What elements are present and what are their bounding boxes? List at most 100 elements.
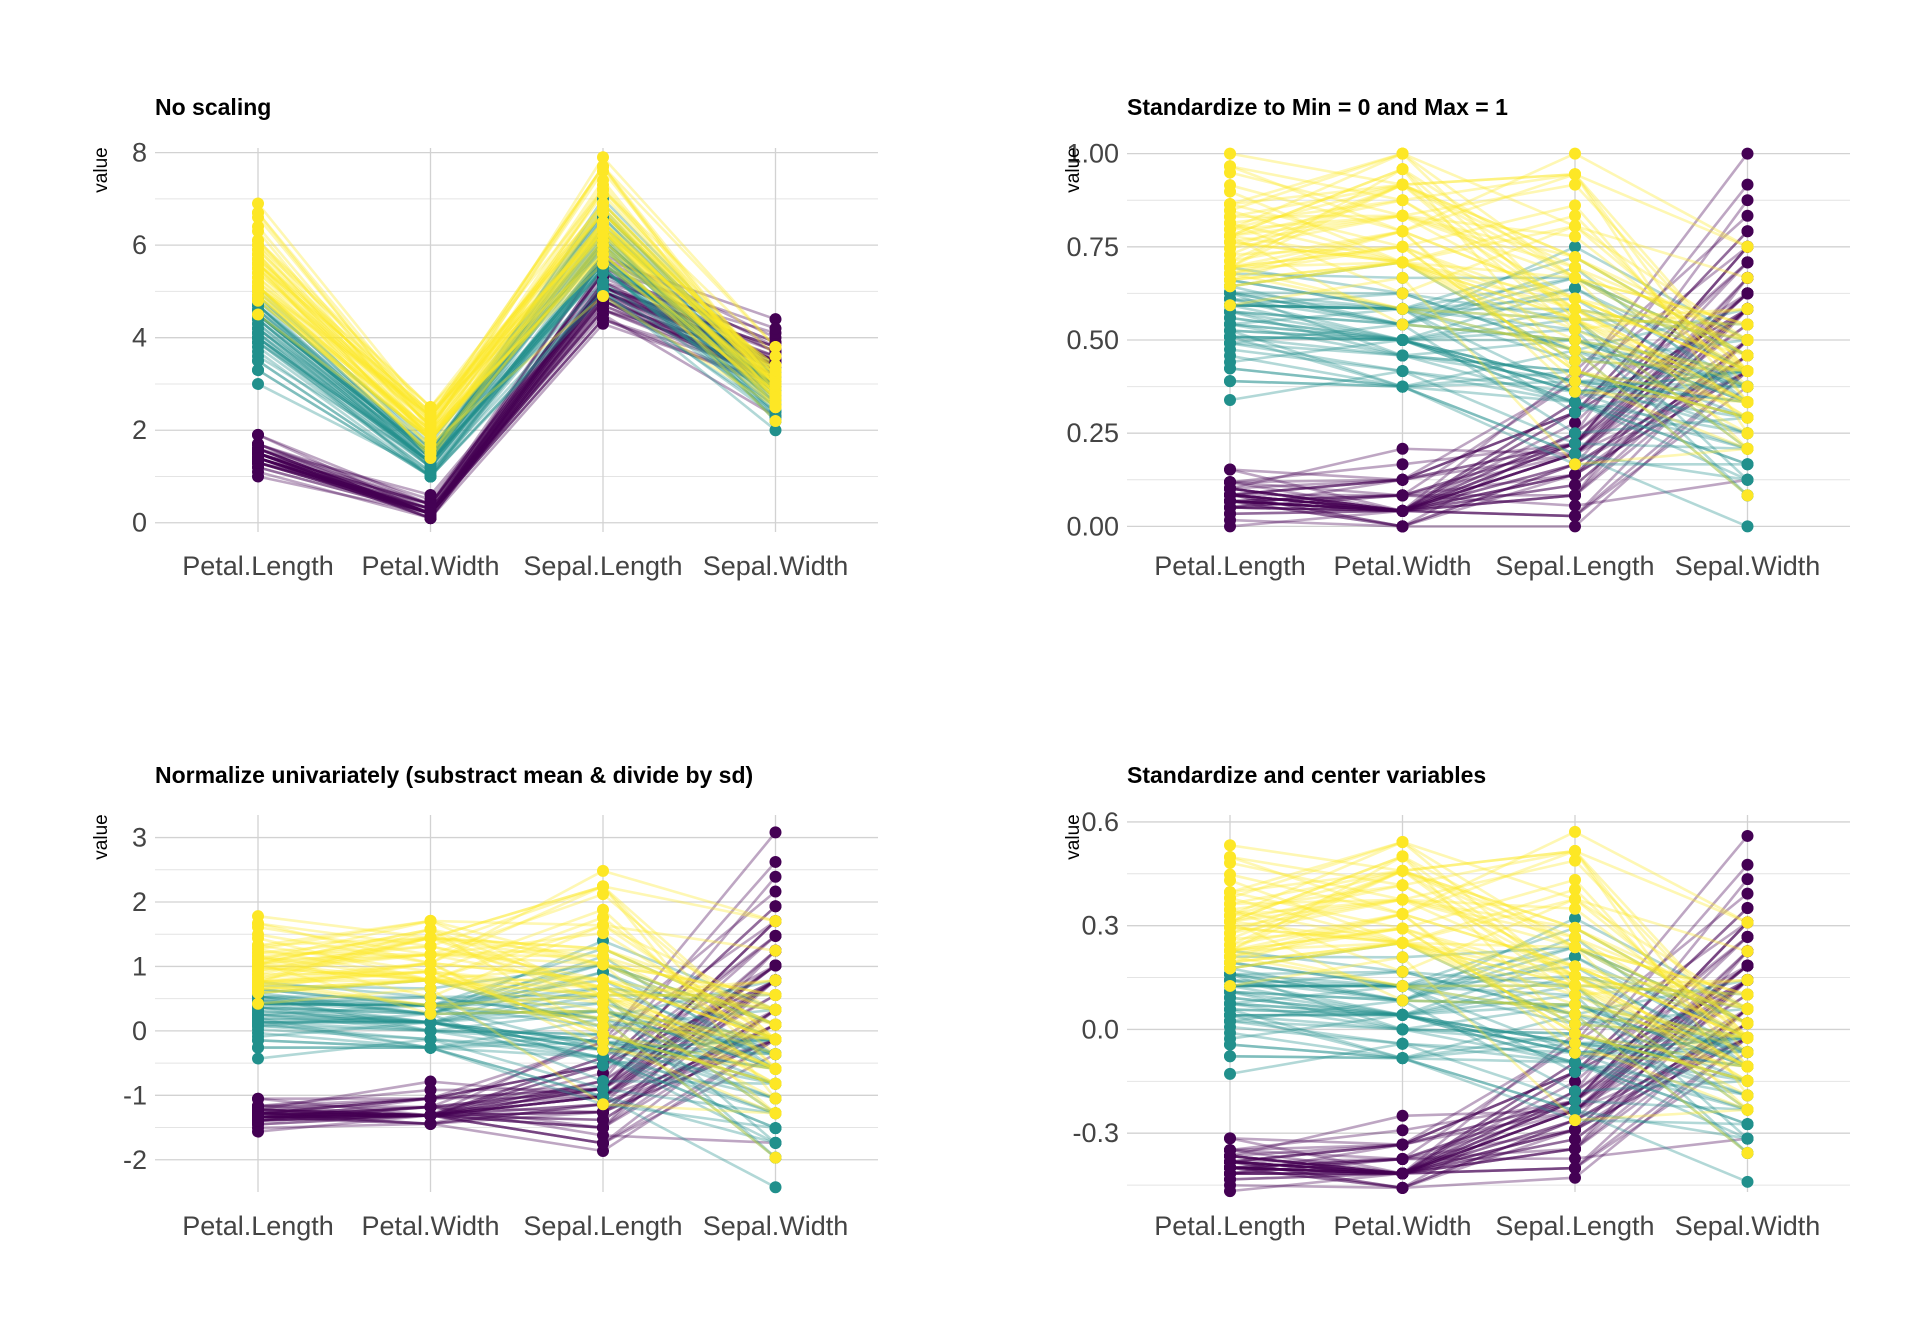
series-line-setosa [257,317,776,515]
data-point-virginica [769,1107,782,1120]
series-line-virginica [1229,240,1748,357]
series-line-versicolor [257,225,777,455]
series-line-setosa [1229,292,1749,503]
series-line-setosa [1229,863,1749,1175]
series-line-versicolor [1229,322,1748,419]
series-line-virginica [257,202,777,427]
data-point-virginica [252,975,264,988]
x-tick-label: Sepal.Width [1675,1211,1821,1241]
series-line-versicolor [1229,984,1748,1074]
series-line-virginica [257,188,777,451]
data-point-setosa [597,313,609,326]
series-line-virginica [257,225,777,423]
y-tick-label: 0.3 [1081,911,1119,941]
x-tick-label: Sepal.Width [703,551,849,581]
data-point-setosa [1741,194,1754,207]
series-line-virginica [257,955,777,1115]
series-line-versicolor [1229,255,1749,357]
series-line-setosa [1229,964,1749,1169]
series-line-versicolor [1229,335,1748,404]
series-line-virginica [256,165,777,432]
series-line-versicolor [257,962,777,1041]
series-line-setosa [1229,307,1749,513]
series-line-versicolor [257,1009,776,1071]
series-line-versicolor [1229,354,1748,466]
series-line-setosa [1229,1022,1749,1190]
series-line-versicolor [257,1002,776,1071]
series-line-versicolor [1229,993,1748,1054]
series-line-versicolor [257,225,777,464]
data-point-virginica [769,1092,782,1105]
series-line-versicolor [257,1024,776,1115]
series-line-versicolor [1229,1041,1748,1097]
series-line-setosa [1229,964,1749,1175]
data-point-virginica [1569,1027,1581,1040]
data-point-virginica [1569,1017,1581,1030]
series-line-versicolor [1229,329,1748,419]
series-line-versicolor [1229,1054,1748,1126]
data-point-virginica [597,1020,609,1033]
series-line-versicolor [1229,999,1748,1093]
series-line-virginica [1229,855,1748,1068]
data-point-virginica [424,1007,437,1020]
series-line-virginica [1229,927,1749,1083]
data-point-versicolor [1569,427,1581,440]
series-line-versicolor [1229,1008,1748,1068]
data-point-virginica [1569,969,1581,982]
data-point-versicolor [424,1041,437,1054]
series-line-virginica [257,239,777,441]
data-point-versicolor [1741,520,1754,533]
data-point-virginica [1569,902,1581,915]
series-line-virginica [1229,183,1748,331]
series-line-setosa [1229,964,1749,1175]
series-line-versicolor [257,1028,776,1130]
series-line-versicolor [257,248,777,441]
data-point-virginica [1741,411,1754,424]
series-line-versicolor [1229,984,1749,1154]
series-line-versicolor [1229,1002,1748,1083]
series-line-versicolor [257,239,777,460]
panel-title: Standardize and center variables [1127,762,1486,788]
series-line-setosa [257,290,777,515]
series-line-setosa [257,290,777,515]
data-point-setosa [252,470,264,483]
series-line-virginica [1229,897,1749,1039]
data-point-versicolor [1569,240,1581,253]
y-tick-label: 4 [132,323,147,353]
data-point-setosa [1741,873,1754,886]
data-point-virginica [424,974,437,987]
series-line-setosa [1229,354,1749,513]
series-line-setosa [257,1008,777,1126]
data-point-versicolor [252,364,264,377]
series-line-virginica [257,229,777,455]
series-line-setosa [257,308,776,515]
series-line-virginica [257,931,777,1041]
series-line-setosa [1229,950,1749,1193]
series-line-setosa [1229,152,1749,497]
data-point-versicolor [1741,1118,1754,1131]
data-point-virginica [1569,230,1581,243]
series-line-setosa [257,271,776,506]
series-line-setosa [257,993,777,1119]
series-line-virginica [1229,276,1748,466]
series-line-versicolor [257,257,777,469]
series-line-setosa [1229,978,1749,1164]
series-line-setosa [257,271,777,515]
series-line-versicolor [257,1017,776,1052]
series-line-setosa [257,1008,777,1122]
series-line-setosa [1229,292,1749,513]
panel-title: No scaling [155,94,271,120]
data-point-virginica [1569,854,1581,867]
series-line-versicolor [1229,367,1748,435]
series-line-virginica [257,924,777,1041]
data-point-virginica [1569,292,1581,305]
series-line-virginica [257,961,776,1012]
data-point-setosa [424,507,437,520]
series-line-setosa [257,290,777,515]
series-line-versicolor [1229,323,1748,435]
series-line-versicolor [257,239,777,469]
series-line-versicolor [257,1046,776,1130]
series-line-virginica [257,225,777,418]
data-point-virginica [1569,979,1581,992]
data-point-virginica [424,424,437,437]
